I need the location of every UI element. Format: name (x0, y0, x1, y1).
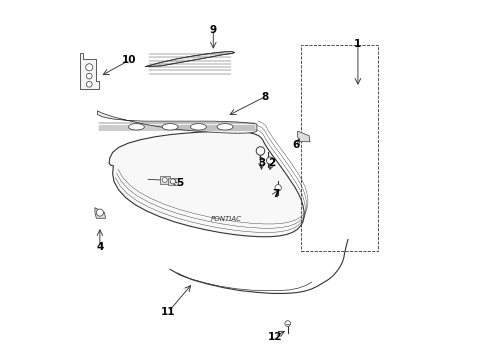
Text: 10: 10 (122, 55, 136, 65)
Text: 4: 4 (96, 242, 103, 252)
Circle shape (285, 321, 290, 327)
Circle shape (266, 157, 273, 164)
Polygon shape (167, 178, 178, 185)
Text: 8: 8 (261, 92, 268, 102)
Polygon shape (95, 208, 105, 218)
Polygon shape (160, 176, 169, 184)
Polygon shape (109, 131, 304, 237)
Text: 1: 1 (354, 39, 361, 49)
Circle shape (86, 81, 92, 87)
Text: 6: 6 (292, 140, 299, 150)
Ellipse shape (162, 123, 178, 130)
Ellipse shape (190, 123, 206, 130)
Ellipse shape (217, 123, 232, 130)
Text: 5: 5 (176, 178, 183, 188)
Polygon shape (80, 53, 99, 89)
Circle shape (256, 147, 264, 155)
Text: 7: 7 (271, 189, 279, 199)
Text: 11: 11 (161, 307, 175, 317)
Text: 2: 2 (268, 158, 275, 168)
Circle shape (96, 209, 103, 216)
Text: 3: 3 (257, 158, 264, 168)
Text: 12: 12 (267, 332, 281, 342)
Polygon shape (297, 131, 309, 142)
Text: PONTIAC: PONTIAC (211, 216, 242, 222)
Circle shape (170, 179, 175, 184)
Circle shape (86, 73, 92, 79)
Circle shape (274, 185, 281, 191)
Ellipse shape (128, 123, 144, 130)
Text: 9: 9 (209, 26, 216, 35)
Circle shape (162, 177, 167, 183)
Polygon shape (97, 111, 256, 133)
Bar (300, 45, 378, 251)
Circle shape (85, 64, 93, 71)
Polygon shape (145, 52, 234, 67)
